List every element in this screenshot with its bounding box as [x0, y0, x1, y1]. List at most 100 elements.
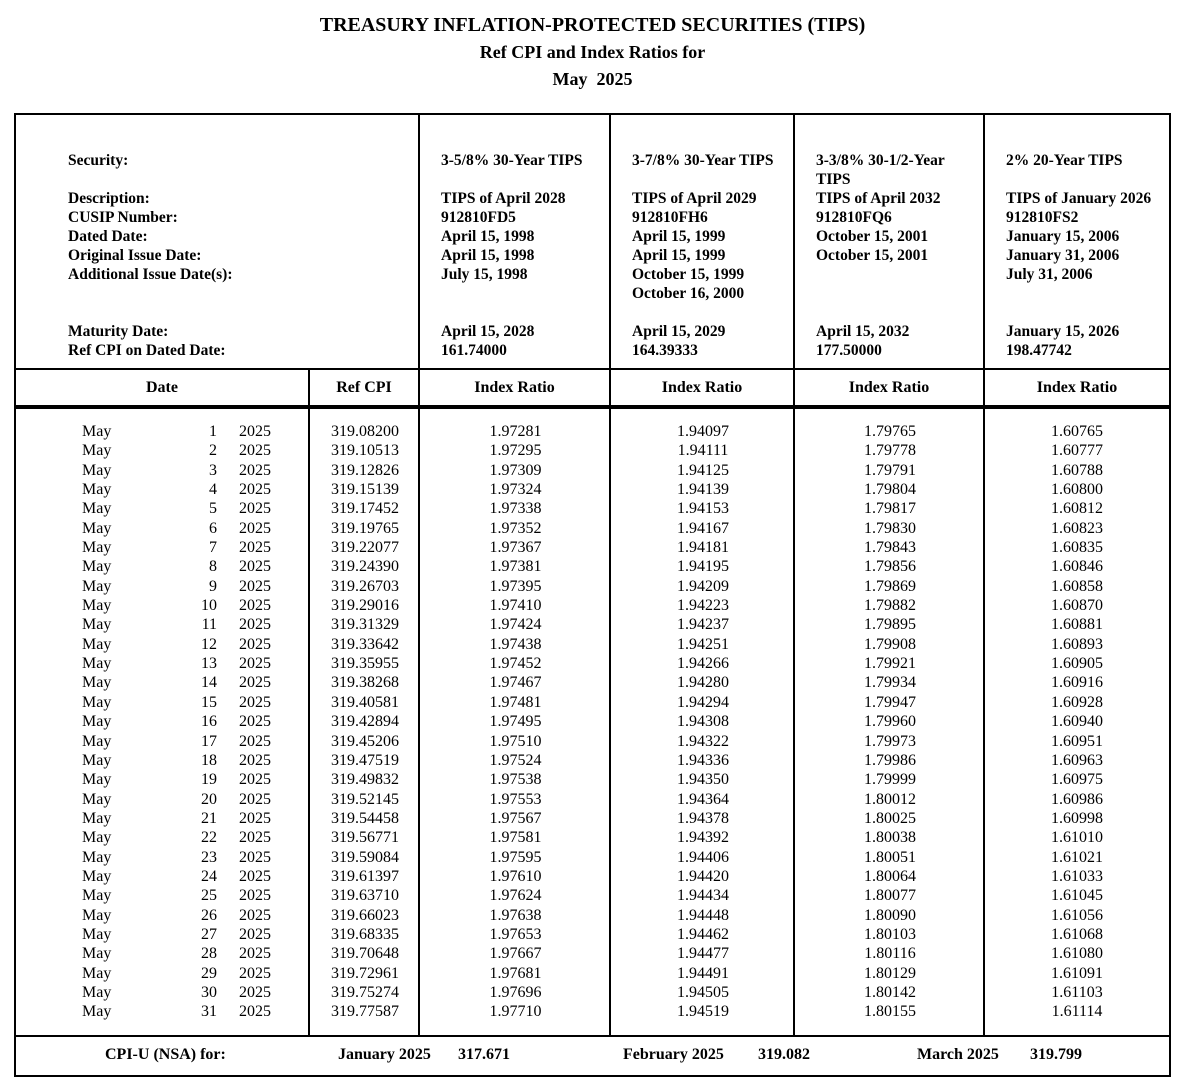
date-month: May	[82, 906, 112, 924]
date-cell: May 9 2025	[16, 577, 310, 596]
info-line: Description:	[68, 190, 150, 207]
index-ratio-1: 1.97667	[489, 945, 542, 963]
index-ratio-3: 1.79791	[864, 461, 916, 479]
table-row: May 6 2025 319.19765 1.97352 1.94167 1.79830 1.…	[16, 519, 1169, 538]
table-row: May 31 2025 319.77587 1.97710 1.94519 1.80155 1…	[16, 1002, 1169, 1021]
date-day: 27	[201, 925, 217, 943]
index-ratio-3: 1.80025	[864, 809, 916, 827]
date-cell: May 23 2025	[16, 848, 310, 867]
date-day: 25	[201, 887, 217, 905]
column-header-4: Index Ratio	[611, 370, 795, 405]
index-ratio-2: 1.94153	[677, 500, 729, 518]
date-month: May	[82, 829, 112, 847]
index-ratio-2: 1.94406	[677, 848, 729, 866]
info-line	[632, 303, 793, 322]
index-ratio-3: 1.79830	[864, 519, 916, 537]
date-month: May	[82, 867, 112, 885]
date-day: 5	[209, 500, 217, 518]
index-ratio-1: 1.97696	[489, 983, 542, 1001]
date-year: 2025	[239, 867, 271, 885]
column-header-row: Date Ref CPI Index Ratio Index Ratio Index R…	[16, 368, 1169, 409]
date-year: 2025	[239, 751, 271, 769]
index-ratio-1: 1.97510	[489, 732, 542, 750]
index-ratio-4: 1.60788	[1051, 461, 1103, 479]
date-year: 2025	[239, 500, 271, 518]
index-ratio-4: 1.60812	[1051, 500, 1103, 518]
info-line: April 15, 1998	[441, 247, 535, 264]
date-day: 17	[201, 732, 217, 750]
info-line	[632, 170, 793, 189]
index-ratio-2: 1.94519	[677, 1003, 729, 1021]
index-ratio-4: 1.61045	[1051, 887, 1103, 905]
info-line: TIPS of April 2032	[816, 190, 941, 207]
index-ratio-2: 1.94420	[677, 867, 729, 885]
index-ratio-4: 1.61021	[1051, 848, 1103, 866]
info-line: 912810FS2	[1006, 209, 1079, 226]
index-ratio-2: 1.94308	[677, 713, 729, 731]
index-ratio-3: 1.80142	[864, 983, 916, 1001]
date-cell: May 10 2025	[16, 596, 310, 615]
column-header-6: Index Ratio	[1036, 378, 1118, 396]
date-month: May	[82, 635, 112, 653]
info-line: April 15, 2029	[632, 323, 726, 340]
table-row: May 2 2025 319.10513 1.97295 1.94111 1.79778 1.…	[16, 441, 1169, 460]
index-ratio-2: 1.94181	[677, 539, 729, 557]
date-day: 23	[201, 848, 217, 866]
date-day: 15	[201, 693, 217, 711]
info-line: 3-5/8% 30-Year TIPS	[441, 152, 583, 169]
table-row: May 14 2025 319.38268 1.97467 1.94280 1.79934 1…	[16, 673, 1169, 692]
table-row: May 20 2025 319.52145 1.97553 1.94364 1.80012 1…	[16, 790, 1169, 809]
date-month: May	[82, 693, 112, 711]
index-ratio-3: 1.80129	[864, 964, 916, 982]
column-header-5: Index Ratio	[795, 370, 985, 405]
date-year: 2025	[239, 945, 271, 963]
date-cell: May 15 2025	[16, 693, 310, 712]
info-line: Additional Issue Date(s):	[68, 266, 233, 283]
info-line	[1006, 170, 1169, 189]
index-ratio-4: 1.60998	[1051, 809, 1103, 827]
date-month: May	[82, 790, 112, 808]
info-line	[816, 284, 983, 303]
index-ratio-1: 1.97381	[489, 558, 542, 576]
table-row: May 9 2025 319.26703 1.97395 1.94209 1.79869 1.…	[16, 577, 1169, 596]
date-year: 2025	[239, 423, 271, 440]
index-ratio-3: 1.79934	[864, 674, 916, 692]
index-ratio-3: 1.80064	[864, 867, 916, 885]
date-cell: May 26 2025	[16, 906, 310, 925]
index-ratio-2: 1.94097	[677, 423, 729, 440]
table-row: May 23 2025 319.59084 1.97595 1.94406 1.80051 1…	[16, 848, 1169, 867]
index-ratio-1: 1.97438	[489, 635, 542, 653]
table-row: May 3 2025 319.12826 1.97309 1.94125 1.79791 1.…	[16, 461, 1169, 480]
ref-cpi-value: 319.38268	[331, 674, 399, 692]
date-month: May	[82, 809, 112, 827]
date-year: 2025	[239, 771, 271, 789]
index-ratio-4: 1.60765	[1051, 423, 1103, 440]
ref-cpi-value: 319.17452	[331, 500, 399, 518]
index-ratio-1: 1.97624	[489, 887, 542, 905]
index-ratio-3: 1.79804	[864, 481, 916, 499]
date-cell: May 18 2025	[16, 751, 310, 770]
date-cell: May 2 2025	[16, 441, 310, 460]
index-ratio-4: 1.60986	[1051, 790, 1103, 808]
date-cell: May 14 2025	[16, 673, 310, 692]
index-ratio-2: 1.94195	[677, 558, 729, 576]
date-day: 20	[201, 790, 217, 808]
ref-cpi-value: 319.12826	[331, 461, 399, 479]
column-divider	[983, 409, 985, 1035]
index-ratio-1: 1.97452	[489, 655, 542, 673]
cpiu-value-1: 317.671	[458, 1046, 510, 1063]
index-ratio-2: 1.94505	[677, 983, 729, 1001]
index-ratio-4: 1.61010	[1051, 829, 1103, 847]
date-cell: May 31 2025	[16, 1002, 310, 1021]
date-cell: May 29 2025	[16, 964, 310, 983]
index-ratio-1: 1.97281	[489, 423, 542, 440]
table-row: May 13 2025 319.35955 1.97452 1.94266 1.79921 1…	[16, 654, 1169, 673]
date-month: May	[82, 500, 112, 518]
info-line: April 15, 1999	[632, 228, 726, 245]
index-ratio-3: 1.79895	[864, 616, 916, 634]
date-month: May	[82, 423, 112, 440]
index-ratio-3: 1.79869	[864, 577, 916, 595]
index-ratio-2: 1.94237	[677, 616, 729, 634]
ref-cpi-value: 319.08200	[331, 423, 399, 440]
